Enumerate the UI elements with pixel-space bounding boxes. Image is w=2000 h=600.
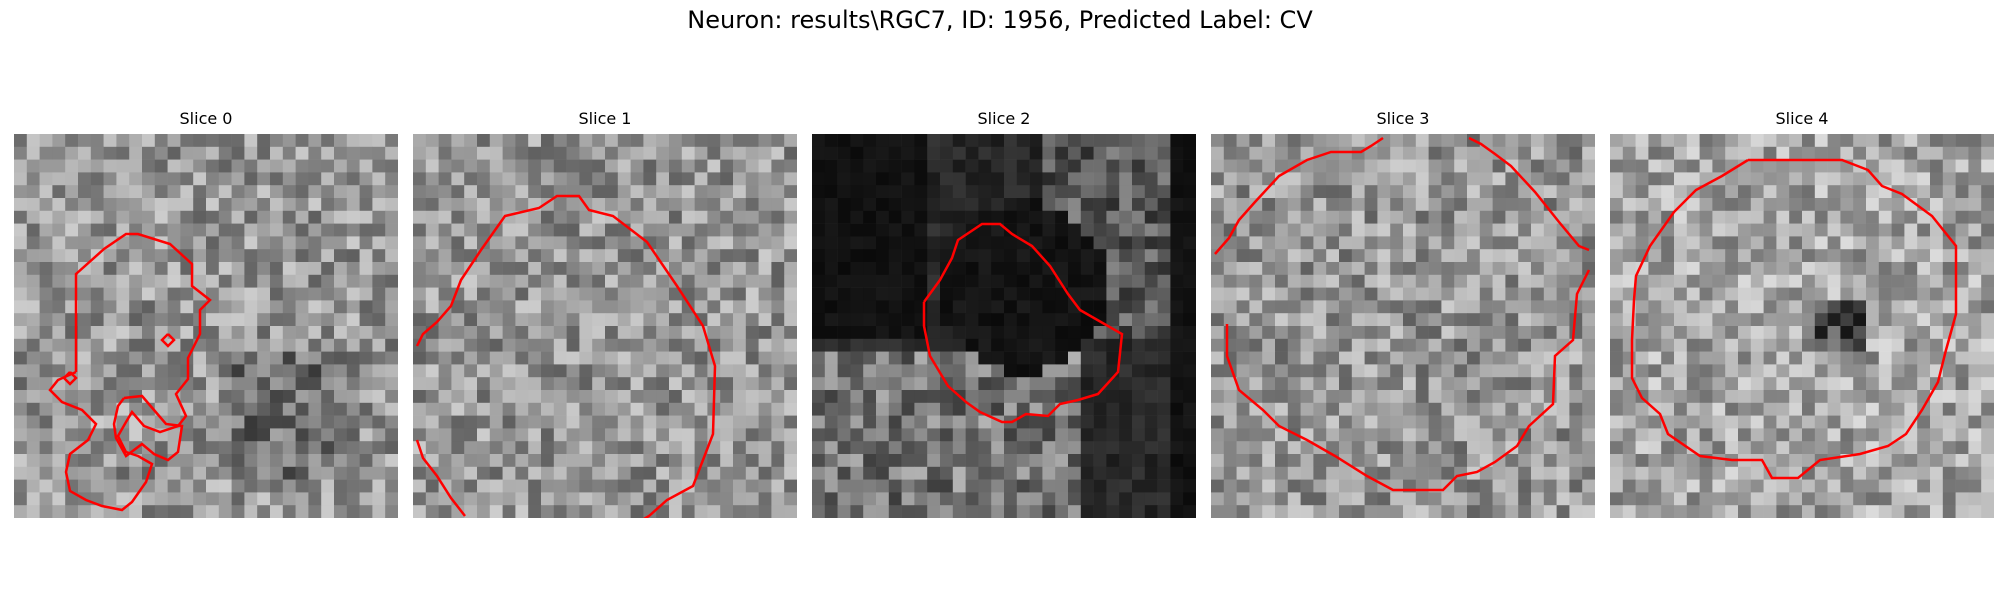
- slice-panel-4: Slice 4: [1610, 108, 1994, 518]
- cell-contour-1b: [415, 439, 466, 517]
- slice-pixels-4: [1610, 134, 1994, 518]
- slice-title-0: Slice 0: [179, 109, 233, 128]
- figure-title: Neuron: results\RGC7, ID: 1956, Predicte…: [687, 6, 1313, 34]
- slice-panel-3: Slice 3: [1211, 108, 1595, 518]
- slice-image-3: [1211, 134, 1595, 518]
- slice-pixels-3: [1211, 134, 1595, 518]
- cell-contour-1: [415, 194, 717, 518]
- slice-panel-0: Slice 0: [14, 108, 398, 518]
- slice-title-2: Slice 2: [977, 109, 1031, 128]
- slice-pixels-0: [14, 134, 398, 518]
- slice-title-4: Slice 4: [1775, 109, 1829, 128]
- cell-contour-inner-0: [112, 394, 184, 462]
- cell-contour-island-0b: [62, 371, 78, 386]
- slice-image-0: [14, 134, 398, 518]
- slice-image-2: [812, 134, 1196, 518]
- slice-panel-1: Slice 1: [413, 108, 797, 518]
- cell-contour-island-0a: [160, 333, 176, 348]
- slice-image-1: [413, 134, 797, 518]
- slice-image-4: [1610, 134, 1994, 518]
- slice-pixels-2: [812, 134, 1196, 518]
- slice-title-3: Slice 3: [1376, 109, 1430, 128]
- slice-panel-2: Slice 2: [812, 108, 1196, 518]
- cell-contour-0: [48, 232, 212, 512]
- slice-pixels-1: [413, 134, 797, 518]
- cell-contour-3: [1214, 136, 1384, 255]
- cell-contour-4: [1630, 158, 1958, 480]
- cell-contour-3c: [1225, 269, 1591, 492]
- cell-contour-2: [922, 222, 1124, 424]
- cell-contour-3b: [1468, 136, 1590, 252]
- slice-title-1: Slice 1: [578, 109, 632, 128]
